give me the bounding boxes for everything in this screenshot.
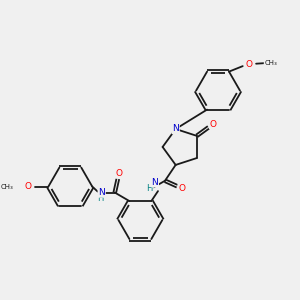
Text: CH₃: CH₃ — [264, 60, 277, 66]
Text: H: H — [97, 194, 103, 202]
Text: N: N — [98, 188, 105, 197]
Text: O: O — [178, 184, 185, 193]
Text: O: O — [209, 119, 217, 128]
Text: N: N — [172, 124, 179, 134]
Text: O: O — [25, 182, 32, 191]
Text: CH₃: CH₃ — [0, 184, 13, 190]
Text: N: N — [152, 178, 158, 187]
Text: H: H — [147, 184, 153, 193]
Text: O: O — [116, 169, 122, 178]
Text: O: O — [246, 60, 253, 69]
